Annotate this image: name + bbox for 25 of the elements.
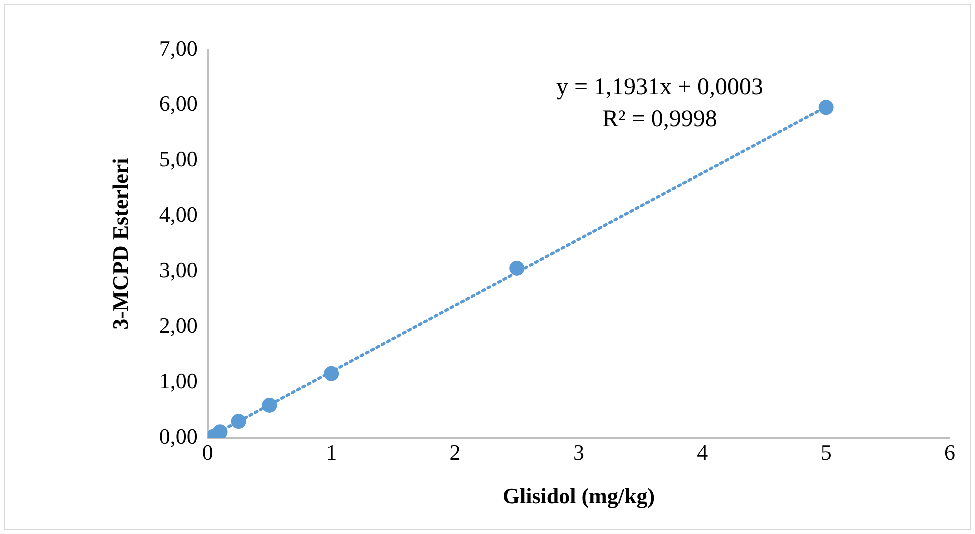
y-tick-label: 1,00 [159,368,198,394]
y-tick-label: 3,00 [159,258,198,283]
x-tick-label: 5 [820,440,832,466]
x-tick-label: 3 [573,440,584,466]
x-tick-label: 0 [202,440,214,466]
annotation: R² = 0,9998 [602,106,718,132]
y-tick-label: 7,00 [159,36,198,61]
point [212,424,228,438]
annotation: y = 1,1931x + 0,0003 [556,74,764,100]
y-tick-label: 0,00 [159,424,198,449]
x-tick-label: 4 [697,440,708,466]
y-tick-label: 6,00 [159,91,198,116]
x-tick-label: 2 [450,440,461,466]
y-tick-label: 5,00 [159,146,198,172]
point [231,414,246,430]
y-tick-label: 4,00 [159,202,198,228]
x-tick-label: 1 [326,440,338,466]
point [324,366,340,382]
x-tick-label: 6 [944,440,956,466]
x-axis-title: Glisidol (mg/kg) [502,483,656,508]
y-tick-label: 2,00 [159,313,198,338]
point [262,398,278,413]
point [818,100,834,116]
y-axis-title: 3-MCPD Esterleri [108,158,133,330]
point [510,261,525,276]
